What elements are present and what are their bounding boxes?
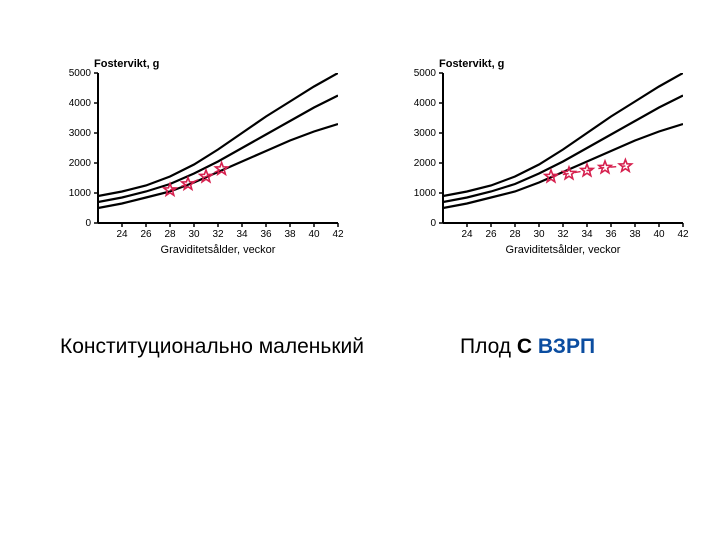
svg-text:28: 28 <box>509 229 521 240</box>
growth-chart-right: 0 1000 2000 3000 4000 5000 24 26 28 30 32 34 36 38 40 4… <box>395 55 695 265</box>
svg-text:28: 28 <box>164 229 176 240</box>
caption-fgr-prefix: Плод <box>460 335 517 358</box>
svg-text:2000: 2000 <box>414 158 437 169</box>
svg-text:5000: 5000 <box>69 68 92 79</box>
svg-text:4000: 4000 <box>414 98 437 109</box>
growth-chart-left: 0 1000 2000 3000 4000 5000 24 26 28 30 32 34 36 38 40 4… <box>50 55 350 265</box>
svg-text:3000: 3000 <box>414 128 437 139</box>
svg-text:4000: 4000 <box>69 98 92 109</box>
svg-text:40: 40 <box>653 229 665 240</box>
caption-fgr-accent: ВЗРП <box>532 335 595 358</box>
svg-text:Fostervikt, g: Fostervikt, g <box>94 58 159 70</box>
svg-text:24: 24 <box>461 229 473 240</box>
caption-constitutional-small: Конституционально маленький <box>60 335 364 359</box>
svg-text:Graviditetsålder, veckor: Graviditetsålder, veckor <box>506 244 621 256</box>
svg-text:24: 24 <box>116 229 128 240</box>
svg-text:Graviditetsålder, veckor: Graviditetsålder, veckor <box>161 244 276 256</box>
svg-text:36: 36 <box>605 229 617 240</box>
svg-text:26: 26 <box>485 229 497 240</box>
caption-fgr-bold: С <box>517 335 532 358</box>
svg-text:3000: 3000 <box>69 128 92 139</box>
caption-fgr: Плод С ВЗРП <box>460 335 595 359</box>
svg-text:38: 38 <box>629 229 641 240</box>
svg-text:0: 0 <box>430 218 436 229</box>
svg-text:42: 42 <box>677 229 689 240</box>
svg-text:30: 30 <box>533 229 545 240</box>
svg-text:5000: 5000 <box>414 68 437 79</box>
svg-text:Fostervikt, g: Fostervikt, g <box>439 58 504 70</box>
svg-text:40: 40 <box>308 229 320 240</box>
svg-text:2000: 2000 <box>69 158 92 169</box>
svg-text:34: 34 <box>236 229 248 240</box>
svg-text:26: 26 <box>140 229 152 240</box>
svg-text:34: 34 <box>581 229 593 240</box>
svg-text:32: 32 <box>212 229 224 240</box>
svg-text:0: 0 <box>85 218 91 229</box>
svg-text:1000: 1000 <box>69 188 92 199</box>
svg-text:36: 36 <box>260 229 272 240</box>
svg-text:1000: 1000 <box>414 188 437 199</box>
svg-text:42: 42 <box>332 229 344 240</box>
svg-text:32: 32 <box>557 229 569 240</box>
svg-text:38: 38 <box>284 229 296 240</box>
svg-text:30: 30 <box>188 229 200 240</box>
